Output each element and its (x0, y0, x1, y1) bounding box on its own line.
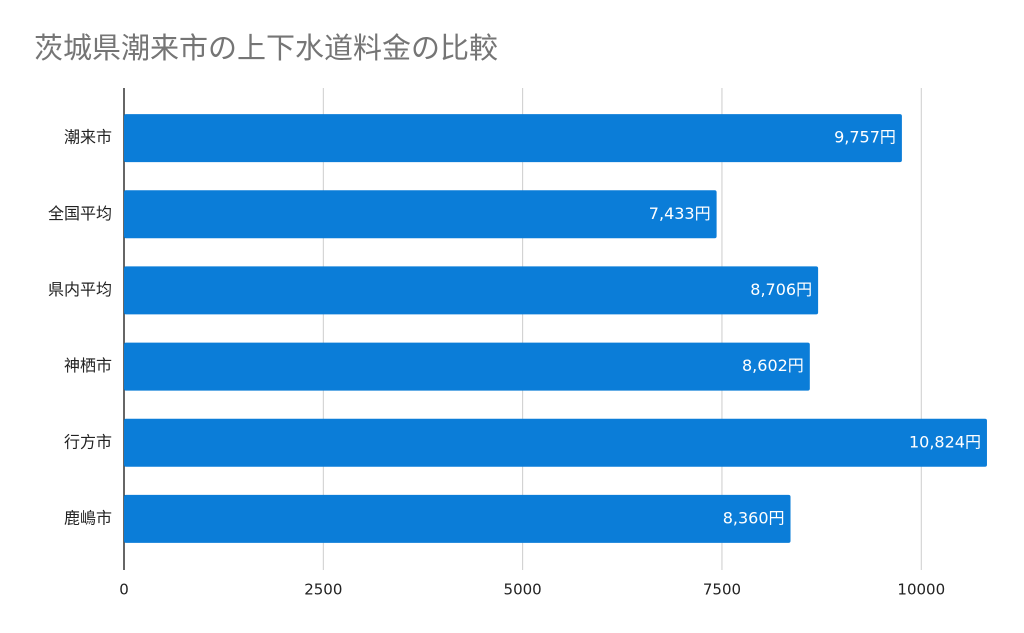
value-label: 10,824円 (909, 432, 981, 451)
y-tick-label: 全国平均 (48, 204, 112, 223)
y-tick-label: 県内平均 (48, 280, 112, 299)
value-label: 9,757円 (834, 128, 896, 147)
chart-title: 茨城県潮来市の上下水道料金の比較 (34, 31, 498, 65)
y-tick-label: 行方市 (64, 432, 112, 451)
value-label: 7,433円 (649, 204, 711, 223)
x-tick-label: 10000 (897, 581, 945, 599)
x-tick-label: 2500 (304, 581, 342, 599)
x-tick-label: 7500 (703, 581, 741, 599)
bar (124, 342, 810, 391)
y-tick-label: 潮来市 (64, 128, 112, 147)
x-tick-label: 0 (119, 581, 129, 599)
y-tick-label: 神栖市 (64, 356, 112, 375)
bar (124, 418, 987, 467)
bar (124, 114, 902, 163)
value-label: 8,706円 (750, 280, 812, 299)
bar (124, 190, 717, 239)
y-tick-label: 鹿嶋市 (64, 508, 112, 527)
bar (124, 494, 791, 543)
value-label: 8,360円 (723, 508, 785, 527)
bar (124, 266, 819, 315)
value-label: 8,602円 (742, 356, 804, 375)
x-tick-label: 5000 (504, 581, 542, 599)
